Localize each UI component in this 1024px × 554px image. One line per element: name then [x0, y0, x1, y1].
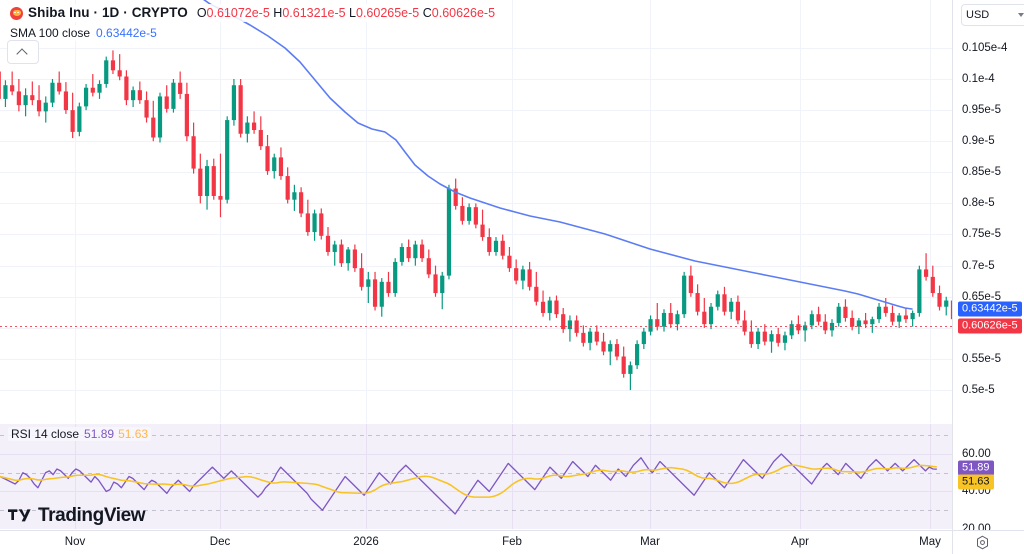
- watermark-text: TradingView: [38, 505, 146, 526]
- price-axis-tick: 0.5e-5: [962, 384, 995, 396]
- ohlc-key: C: [422, 6, 432, 20]
- ohlc-key: O: [196, 6, 207, 20]
- price-axis-tick: 0.1e-4: [962, 73, 995, 85]
- price-axis-tick: 0.105e-4: [962, 42, 1008, 54]
- time-axis-tick: 2026: [353, 536, 379, 548]
- settings-gear-icon[interactable]: [975, 535, 990, 550]
- time-axis[interactable]: Nov Dec 2026 Feb Mar Apr May: [0, 530, 952, 554]
- time-axis-tick: Dec: [209, 536, 231, 548]
- tradingview-watermark: TradingView: [8, 505, 146, 527]
- price-axis[interactable]: USD 0.105e-4 0.1e-4 0.95e-5 0.9e-5 0.85e-5 0.…: [952, 0, 1024, 535]
- tradingview-logo-icon: [8, 509, 31, 522]
- symbol-title[interactable]: Shiba Inu · 1D · CRYPTO: [28, 5, 188, 20]
- price-axis-tick: 0.95e-5: [962, 104, 1002, 116]
- price-axis-tick: 0.55e-5: [962, 353, 1002, 365]
- rsi-pane[interactable]: RSI 14 close 51.89 51.63: [0, 424, 952, 529]
- currency-value: USD: [966, 9, 990, 21]
- time-axis-tick: Feb: [502, 536, 522, 548]
- ohlc-value: 0.61072e-5: [206, 6, 274, 20]
- price-pane[interactable]: Shiba Inu · 1D · CRYPTO O0.61072e-5 H0.6…: [0, 0, 952, 423]
- axis-corner: [952, 530, 1024, 554]
- collapse-pane-button[interactable]: [7, 40, 39, 64]
- price-axis-tick: 0.85e-5: [962, 166, 1002, 178]
- rsi-value: 51.89: [84, 427, 115, 441]
- sma-value: 0.63442e-5: [96, 26, 157, 40]
- rsi-label: RSI 14 close: [11, 427, 80, 441]
- price-axis-tick: 0.8e-5: [962, 197, 995, 209]
- rsi-ma-value: 51.63: [118, 427, 149, 441]
- sma-legend[interactable]: SMA 100 close 0.63442e-5: [8, 25, 159, 41]
- time-axis-tick: Apr: [791, 536, 809, 548]
- time-axis-tick: May: [919, 536, 941, 548]
- price-chart-svg: [0, 0, 952, 423]
- price-axis-tick: 0.75e-5: [962, 228, 1002, 240]
- shiba-inu-coin-icon: [10, 6, 23, 20]
- rsi-legend: RSI 14 close 51.89 51.63: [8, 427, 152, 441]
- price-badge-close[interactable]: 0.60626e-5: [958, 318, 1022, 334]
- time-axis-tick: Mar: [640, 536, 660, 548]
- ohlc-key: L: [349, 6, 356, 20]
- sma-label: SMA 100 close: [10, 26, 91, 40]
- ohlc-value: 0.60626e-5: [431, 6, 496, 20]
- ohlc-values: O0.61072e-5 H0.61321e-5 L0.60265e-5 C0.6…: [197, 5, 495, 21]
- ohlc-value: 0.60265e-5: [356, 6, 423, 20]
- currency-select[interactable]: USD: [961, 4, 1024, 26]
- price-badge-sma[interactable]: 0.63442e-5: [958, 301, 1022, 317]
- time-axis-tick: Nov: [64, 536, 86, 548]
- rsi-badge-rsi-ma[interactable]: 51.63: [958, 474, 994, 490]
- rsi-badge-rsi[interactable]: 51.89: [958, 460, 994, 476]
- price-axis-tick: 0.9e-5: [962, 135, 995, 147]
- ohlc-value: 0.61321e-5: [282, 6, 350, 20]
- price-axis-tick: 0.65e-5: [962, 291, 1002, 303]
- chevron-down-icon: [1018, 13, 1024, 17]
- rsi-chart-svg: [0, 424, 952, 529]
- price-axis-tick: 0.7e-5: [962, 260, 995, 272]
- ohlc-key: H: [273, 6, 283, 20]
- price-legend: Shiba Inu · 1D · CRYPTO O0.61072e-5 H0.6…: [8, 4, 498, 41]
- rsi-axis-tick: 60.00: [962, 448, 991, 460]
